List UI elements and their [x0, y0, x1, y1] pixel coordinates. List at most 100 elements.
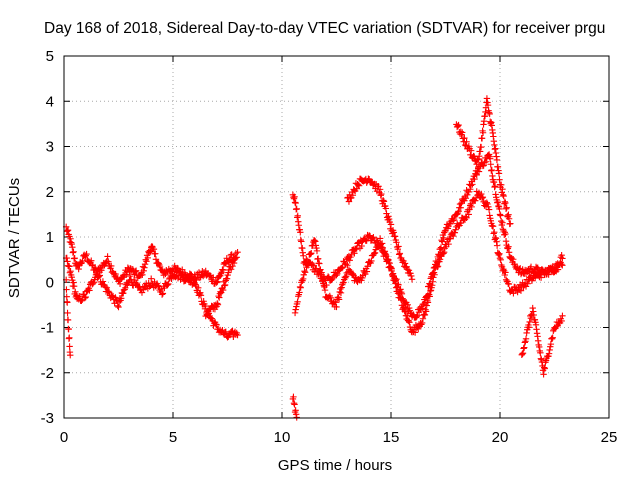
- data-point: [86, 287, 93, 294]
- data-point: [398, 296, 405, 303]
- data-point: [340, 279, 347, 286]
- y-tick-label: -1: [41, 320, 54, 337]
- data-point: [349, 192, 357, 199]
- data-point: [395, 251, 403, 258]
- data-point: [418, 321, 425, 328]
- data-point: [297, 229, 304, 236]
- data-point: [471, 175, 478, 183]
- data-point: [337, 285, 344, 293]
- data-point: [551, 268, 558, 276]
- data-point: [411, 329, 419, 336]
- data-point: [556, 260, 564, 267]
- data-point: [316, 260, 323, 267]
- data-point: [547, 340, 555, 348]
- data-point: [493, 156, 501, 164]
- data-point: [408, 276, 416, 283]
- data-point: [426, 293, 433, 300]
- data-point: [291, 193, 298, 200]
- data-point: [527, 314, 535, 322]
- data-point: [452, 226, 459, 233]
- data-point: [461, 134, 468, 142]
- data-point: [352, 245, 360, 253]
- data-point: [459, 129, 466, 136]
- data-point: [109, 293, 116, 300]
- data-point: [308, 250, 315, 257]
- data-point: [467, 182, 475, 189]
- data-point: [391, 275, 399, 282]
- data-point: [397, 295, 404, 302]
- data-point: [500, 192, 507, 200]
- data-point: [391, 233, 399, 240]
- data-point: [223, 275, 231, 282]
- data-point: [348, 251, 355, 258]
- data-point: [338, 264, 346, 272]
- data-point: [492, 235, 500, 242]
- data-point: [355, 182, 363, 189]
- data-point: [478, 190, 485, 198]
- data-point: [499, 191, 507, 198]
- data-point: [351, 250, 358, 257]
- data-point: [387, 264, 395, 272]
- data-point: [508, 254, 515, 262]
- data-point: [234, 248, 241, 256]
- data-point: [543, 270, 551, 278]
- data-point: [213, 321, 220, 329]
- data-point: [457, 128, 464, 135]
- y-tick-label: 1: [46, 229, 54, 246]
- data-point: [219, 286, 227, 294]
- data-point: [404, 301, 411, 309]
- data-point: [228, 251, 235, 258]
- data-point: [385, 256, 392, 263]
- data-point: [146, 247, 154, 254]
- data-point: [462, 194, 470, 202]
- data-point: [493, 242, 501, 249]
- data-point: [427, 287, 434, 295]
- data-point: [481, 159, 488, 166]
- data-point: [368, 257, 375, 265]
- data-point: [217, 270, 225, 277]
- data-point: [546, 346, 553, 354]
- data-point: [517, 287, 525, 294]
- data-point: [327, 294, 334, 302]
- data-point: [312, 238, 319, 245]
- data-point: [484, 200, 491, 208]
- data-point: [112, 270, 119, 278]
- data-point: [401, 260, 409, 267]
- data-point: [156, 263, 164, 271]
- series-track-b: [62, 254, 241, 341]
- data-point: [478, 194, 486, 202]
- data-point: [64, 227, 71, 235]
- data-point: [120, 289, 127, 297]
- data-point: [419, 315, 427, 322]
- data-point: [82, 252, 89, 259]
- data-point: [495, 170, 503, 177]
- data-point: [344, 262, 351, 269]
- data-point: [418, 319, 426, 327]
- data-point: [79, 257, 86, 265]
- data-point: [485, 206, 493, 213]
- data-point: [429, 278, 436, 285]
- data-point: [378, 240, 386, 247]
- data-point: [349, 270, 357, 278]
- data-point: [501, 198, 509, 205]
- data-point: [524, 280, 531, 287]
- data-point: [338, 284, 345, 291]
- data-point: [463, 138, 470, 145]
- series-track-g: [344, 175, 416, 283]
- data-point: [221, 281, 229, 289]
- data-point: [335, 296, 343, 303]
- data-point: [108, 292, 115, 299]
- data-point: [83, 250, 90, 258]
- data-point: [400, 304, 407, 312]
- data-point: [64, 226, 72, 234]
- data-point: [355, 181, 362, 189]
- data-point: [491, 228, 498, 236]
- data-point: [296, 289, 303, 296]
- data-point: [510, 256, 517, 263]
- data-point: [67, 239, 75, 246]
- data-point: [72, 288, 79, 296]
- data-point: [115, 298, 123, 306]
- data-point: [511, 260, 518, 268]
- data-point: [337, 289, 345, 297]
- y-axis-label: SDTVAR / TECUs: [6, 178, 23, 298]
